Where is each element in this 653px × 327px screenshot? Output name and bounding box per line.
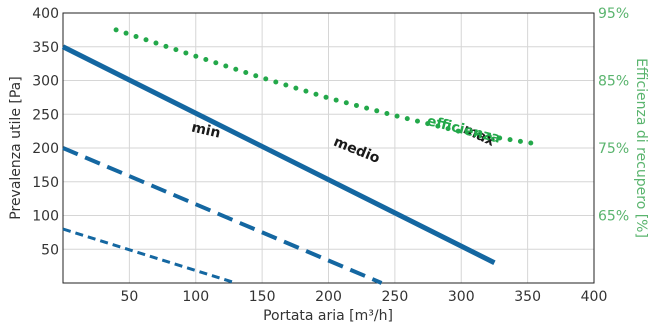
y-tick-label: 150 xyxy=(32,175,59,191)
y-tick-label: 350 xyxy=(32,40,59,56)
y-axis-ticks: 50 100 150 200 250 300 350 400 xyxy=(32,6,59,258)
y-tick-label: 100 xyxy=(32,209,59,225)
y2-tick-label: 85% xyxy=(598,74,629,90)
x-tick-label: 150 xyxy=(249,289,276,305)
y2-axis-ticks: 65% 75% 85% 95% xyxy=(598,6,629,225)
y-tick-label: 50 xyxy=(41,242,59,258)
x-tick-label: 100 xyxy=(182,289,209,305)
series-label-min: min xyxy=(190,120,222,142)
y2-tick-label: 75% xyxy=(598,141,629,157)
x-tick-label: 250 xyxy=(382,289,409,305)
grid xyxy=(63,13,594,283)
y-tick-label: 200 xyxy=(32,141,59,157)
x-axis-title: Portata aria [m³/h] xyxy=(263,308,393,324)
x-tick-label: 400 xyxy=(581,289,608,305)
y-axis-title: Prevalenza utile [Pa] xyxy=(8,76,24,219)
y-tick-label: 400 xyxy=(32,6,59,22)
series-label-efficienza: efficienza xyxy=(425,113,502,147)
series-label-medio: medio xyxy=(331,134,382,167)
y-tick-label: 250 xyxy=(32,107,59,123)
series-max xyxy=(61,44,496,265)
y2-tick-label: 95% xyxy=(598,6,629,22)
x-tick-label: 300 xyxy=(448,289,475,305)
series-medio xyxy=(62,146,383,285)
series-min xyxy=(62,227,237,285)
x-axis-ticks: 50 100 150 200 250 300 350 400 xyxy=(120,289,607,305)
x-tick-label: 200 xyxy=(315,289,342,305)
y-tick-label: 300 xyxy=(32,74,59,90)
series-lines xyxy=(61,27,544,285)
y2-axis-title: Efficienza di recupero [%] xyxy=(633,58,649,238)
series-efficienza xyxy=(113,27,544,148)
x-tick-label: 50 xyxy=(120,289,138,305)
y2-tick-label: 65% xyxy=(598,209,629,225)
x-tick-label: 350 xyxy=(514,289,541,305)
